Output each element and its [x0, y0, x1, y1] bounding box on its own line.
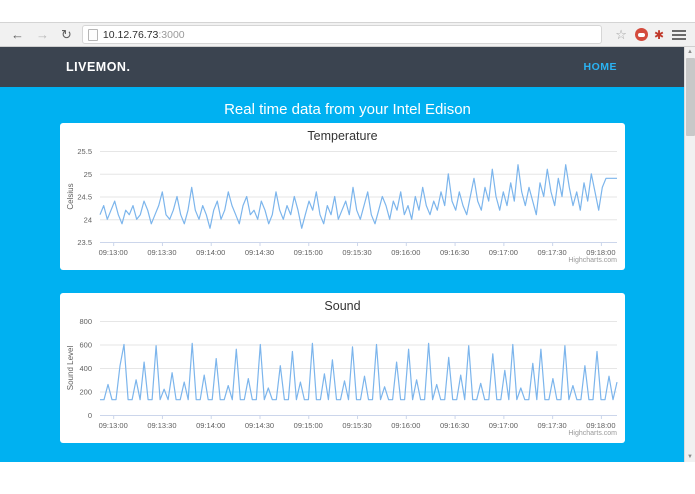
x-tick-label: 09:17:30 — [538, 421, 567, 430]
x-tick-label: 09:17:30 — [538, 248, 567, 257]
sound-chart: Sound 0 200 400 600 800 09:13:00 09:13:30 09:14:… — [66, 299, 618, 437]
scrollbar-thumb[interactable] — [686, 58, 695, 136]
y-tick-label: 400 — [79, 364, 92, 373]
x-tick-label: 09:15:30 — [342, 421, 371, 430]
bookmark-star-icon[interactable]: ☆ — [615, 26, 627, 42]
chart-title: Sound — [324, 299, 360, 313]
page-scrollbar[interactable]: ▲ ▼ — [684, 47, 695, 462]
x-tick-label: 09:15:30 — [342, 248, 371, 257]
url-port: :3000 — [158, 28, 185, 41]
temperature-chart-card: Temperature 23.5 24 24.5 25 25.5 09:13:00 09:13… — [60, 123, 625, 270]
x-tick-label: 09:18:00 — [586, 248, 615, 257]
x-tick-label: 09:13:00 — [99, 421, 128, 430]
y-tick-label: 800 — [79, 317, 92, 326]
y-axis-title: Celsius — [66, 183, 75, 209]
url-host: 10.12.76.73 — [102, 28, 159, 41]
y-axis-title: Sound Level — [66, 346, 75, 391]
x-tick-label: 09:14:00 — [196, 248, 225, 257]
page-viewport: LIVEMON. HOME Real time data from your I… — [0, 47, 695, 462]
x-tick-label: 09:14:00 — [196, 421, 225, 430]
address-bar[interactable]: 10.12.76.73 :3000 — [81, 25, 603, 44]
x-tick-label: 09:13:30 — [147, 421, 176, 430]
x-tick-label: 09:16:00 — [391, 421, 420, 430]
credits-link[interactable]: Highcharts.com — [568, 430, 617, 437]
x-tick-label: 09:16:30 — [440, 248, 469, 257]
browser-window: ← → ↻ 10.12.76.73 :3000 ☆ ✱ LIVEMON. HOM… — [0, 22, 695, 462]
back-icon[interactable]: ← — [11, 27, 24, 42]
browser-toolbar: ← → ↻ 10.12.76.73 :3000 ☆ ✱ — [0, 22, 695, 47]
x-tick-label: 09:16:30 — [440, 421, 469, 430]
credits-link[interactable]: Highcharts.com — [568, 257, 617, 264]
x-tick-label: 09:15:00 — [294, 248, 323, 257]
y-tick-label: 0 — [88, 411, 92, 420]
navbar: LIVEMON. HOME — [0, 47, 695, 87]
x-tick-label: 09:14:30 — [245, 248, 274, 257]
extension-icon-red-badge[interactable]: ✱ — [653, 27, 664, 42]
y-tick-label: 25 — [84, 170, 92, 179]
forward-icon[interactable]: → — [36, 27, 49, 42]
temperature-chart: Temperature 23.5 24 24.5 25 25.5 09:13:00 09:13… — [66, 129, 617, 264]
x-tick-label: 09:17:00 — [489, 248, 518, 257]
browser-menu-icon[interactable] — [672, 28, 686, 42]
y-tick-label: 24.5 — [77, 193, 92, 202]
sound-chart-card: Sound 0 200 400 600 800 09:13:00 09:13:30 09:14:… — [60, 293, 625, 443]
navbar-brand[interactable]: LIVEMON. — [66, 60, 131, 74]
x-tick-label: 09:13:00 — [99, 248, 128, 257]
x-tick-label: 09:17:00 — [489, 421, 518, 430]
x-tick-label: 09:15:00 — [294, 421, 323, 430]
scrollbar-down-icon[interactable]: ▼ — [687, 454, 693, 460]
refresh-icon[interactable]: ↻ — [61, 27, 72, 42]
page-icon — [87, 28, 98, 41]
x-tick-label: 09:18:00 — [586, 421, 615, 430]
y-tick-label: 600 — [79, 341, 92, 350]
series-line — [99, 164, 617, 229]
y-tick-label: 24 — [84, 215, 92, 224]
y-tick-label: 200 — [79, 388, 92, 397]
x-tick-label: 09:16:00 — [391, 248, 420, 257]
scrollbar-up-icon[interactable]: ▲ — [687, 49, 693, 55]
hero-section: Real time data from your Intel Edison Te… — [0, 87, 695, 462]
x-tick-label: 09:13:30 — [147, 248, 176, 257]
series-line — [100, 342, 618, 401]
x-tick-label: 09:14:30 — [245, 421, 274, 430]
chart-title: Temperature — [307, 129, 377, 143]
extension-icon-red-circle[interactable] — [634, 28, 648, 41]
y-tick-label: 25.5 — [77, 147, 92, 156]
page-title: Real time data from your Intel Edison — [224, 101, 471, 118]
y-tick-label: 23.5 — [77, 238, 92, 247]
nav-link-home[interactable]: HOME — [583, 61, 617, 73]
